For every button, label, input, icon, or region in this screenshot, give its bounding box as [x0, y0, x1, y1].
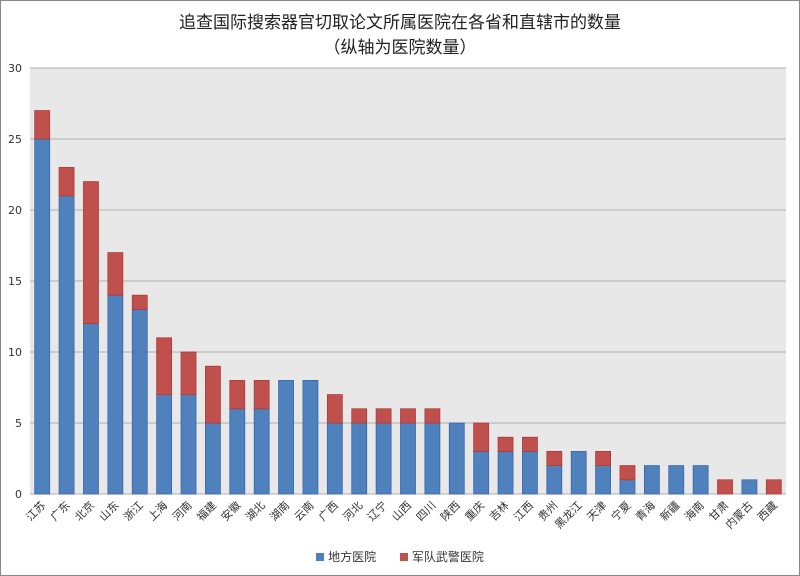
x-tick-label: 内蒙古 — [722, 498, 755, 531]
x-tick-label: 青海 — [633, 498, 658, 523]
x-tick-label: 上海 — [145, 498, 170, 523]
bar-segment-military — [180, 351, 197, 395]
x-tick-label: 陕西 — [437, 498, 462, 523]
bar-segment-military — [619, 465, 636, 481]
chart-subtitle: （纵轴为医院数量） — [323, 38, 477, 58]
chart-title: 追查国际搜索器官切取论文所属医院在各省和直辖市的数量 — [179, 13, 621, 33]
x-tick-label: 北京 — [72, 498, 97, 523]
bar-segment-local — [375, 422, 392, 495]
bar-segment-local — [643, 465, 660, 495]
bar-segment-local — [278, 379, 294, 495]
bar-segment-military — [107, 252, 124, 296]
bar-segment-local — [156, 394, 173, 495]
bar-segment-local — [107, 294, 124, 495]
y-tick-label: 10 — [8, 346, 22, 359]
bar-segment-military — [156, 337, 173, 395]
bar-segment-local — [522, 450, 538, 495]
bar-segment-local — [741, 479, 758, 495]
bar-segment-local — [205, 422, 221, 495]
bar-segment-military — [205, 365, 221, 424]
bar-segment-local — [473, 450, 490, 495]
x-tick-label: 安徽 — [218, 498, 243, 523]
bar-segment-military — [522, 436, 538, 452]
bar-segment-military — [473, 422, 490, 452]
bar-segment-local — [595, 465, 611, 495]
bar-segment-local — [302, 379, 319, 495]
legend-swatch — [316, 553, 325, 561]
x-tick-label: 福建 — [194, 498, 219, 523]
bar-segment-local — [131, 308, 148, 495]
bar-segment-military — [595, 450, 611, 466]
bar-segment-local — [668, 465, 685, 495]
legend-item-military: 军队武警医院 — [399, 550, 484, 564]
bar-segment-military — [34, 110, 51, 140]
bar-segment-military — [717, 479, 733, 495]
bar-segment-military — [83, 181, 99, 325]
x-tick-label: 辽宁 — [364, 498, 389, 523]
x-tick-label: 云南 — [292, 499, 317, 524]
bar-segment-military — [131, 294, 148, 310]
bar-segment-local — [351, 422, 368, 495]
bar-segment-military — [765, 479, 782, 495]
bar-segment-military — [326, 394, 343, 424]
legend-item-local: 地方医院 — [316, 550, 376, 564]
bar-segment-local — [83, 323, 99, 495]
x-tick-label: 河北 — [341, 499, 366, 524]
bar-segment-military — [253, 379, 270, 410]
legend: 地方医院 军队武警医院 — [0, 548, 800, 565]
y-tick-label: 15 — [8, 275, 22, 288]
x-tick-label: 黑龙江 — [552, 499, 585, 532]
x-tick-label: 山东 — [97, 499, 122, 524]
bar-segment-military — [351, 408, 368, 424]
bar-segment-local — [619, 479, 636, 495]
bar-segment-military — [400, 408, 416, 424]
x-tick-label: 江西 — [511, 499, 536, 524]
x-tick-label: 海南 — [681, 498, 706, 523]
x-tick-label: 湖南 — [267, 499, 292, 524]
bar-segment-local — [570, 450, 587, 495]
bar-segment-local — [34, 138, 51, 495]
bar-segment-local — [58, 195, 75, 495]
x-tick-label: 广西 — [316, 499, 341, 524]
x-tick-label: 山西 — [389, 499, 414, 524]
x-tick-label: 西藏 — [755, 499, 780, 524]
y-tick-label: 0 — [15, 488, 22, 501]
x-tick-label: 江苏 — [24, 499, 49, 524]
bar-segment-local — [692, 465, 709, 495]
legend-label: 地方医院 — [328, 550, 377, 564]
x-tick-label: 天津 — [584, 499, 609, 524]
y-tick-label: 5 — [15, 417, 22, 430]
x-tick-label: 湖北 — [243, 499, 268, 524]
bar-segment-local — [546, 465, 563, 495]
x-tick-label: 浙江 — [121, 499, 146, 524]
x-tick-label: 四川 — [414, 499, 439, 524]
bar-segment-local — [400, 422, 416, 495]
bar-segment-local — [448, 422, 465, 495]
x-tick-label: 重庆 — [462, 498, 487, 523]
legend-label: 军队武警医院 — [411, 550, 484, 564]
y-tick-label: 30 — [8, 62, 22, 75]
bar-segment-local — [326, 422, 343, 495]
bar-segment-military — [58, 166, 75, 197]
bar-segment-local — [180, 394, 197, 495]
y-tick-label: 20 — [8, 204, 22, 217]
x-tick-label: 新疆 — [657, 498, 682, 523]
x-tick-label: 广东 — [48, 499, 73, 524]
bar-segment-military — [229, 379, 246, 410]
bar-segment-military — [546, 450, 563, 466]
bar-segment-military — [375, 408, 392, 424]
bar-segment-local — [229, 408, 246, 495]
bar-segment-military — [497, 436, 514, 452]
legend-swatch — [399, 553, 408, 561]
x-tick-label: 吉林 — [486, 498, 511, 523]
bar-segment-local — [424, 422, 441, 495]
bar-segment-local — [497, 450, 514, 495]
bar-segment-military — [424, 408, 441, 424]
y-tick-label: 25 — [8, 133, 22, 146]
bar-segment-local — [253, 408, 270, 495]
x-tick-label: 宁夏 — [608, 498, 633, 523]
x-tick-label: 河南 — [170, 499, 195, 524]
